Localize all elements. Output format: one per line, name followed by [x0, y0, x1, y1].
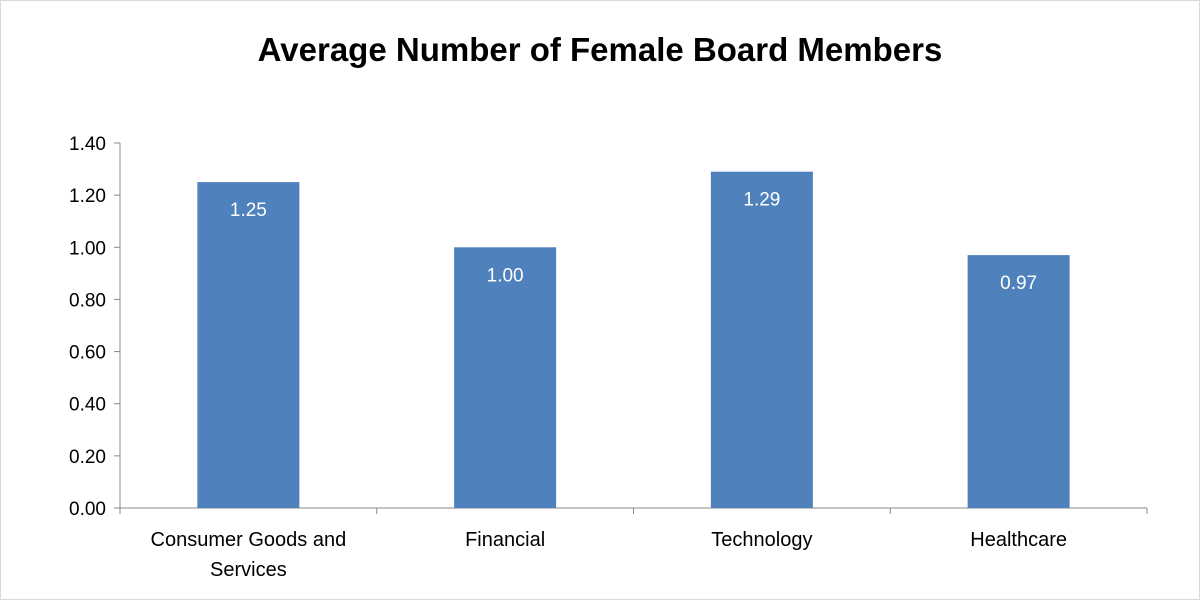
bar [710, 171, 813, 508]
x-category-label: Technology [711, 529, 812, 551]
data-label: 1.29 [743, 190, 780, 211]
y-tick-label: 0.40 [69, 395, 106, 416]
x-category-label: Services [210, 559, 287, 581]
bar [197, 182, 300, 508]
x-category-label: Consumer Goods and [151, 529, 347, 551]
y-tick-label: 0.60 [69, 343, 106, 364]
y-tick-label: 0.00 [69, 499, 106, 520]
y-tick-label: 1.00 [69, 238, 106, 259]
chart-title: Average Number of Female Board Members [257, 31, 943, 68]
y-tick-label: 0.80 [69, 290, 106, 311]
x-category-label: Financial [465, 529, 545, 551]
y-tick-label: 1.20 [69, 186, 106, 207]
x-category-label: Healthcare [970, 529, 1067, 551]
data-label: 1.00 [487, 265, 524, 286]
bar [454, 247, 557, 509]
data-label: 1.25 [230, 200, 267, 221]
y-tick-label: 0.20 [69, 447, 106, 468]
bar [967, 255, 1070, 508]
y-tick-label: 1.40 [69, 134, 106, 155]
data-label: 0.97 [1000, 273, 1037, 294]
